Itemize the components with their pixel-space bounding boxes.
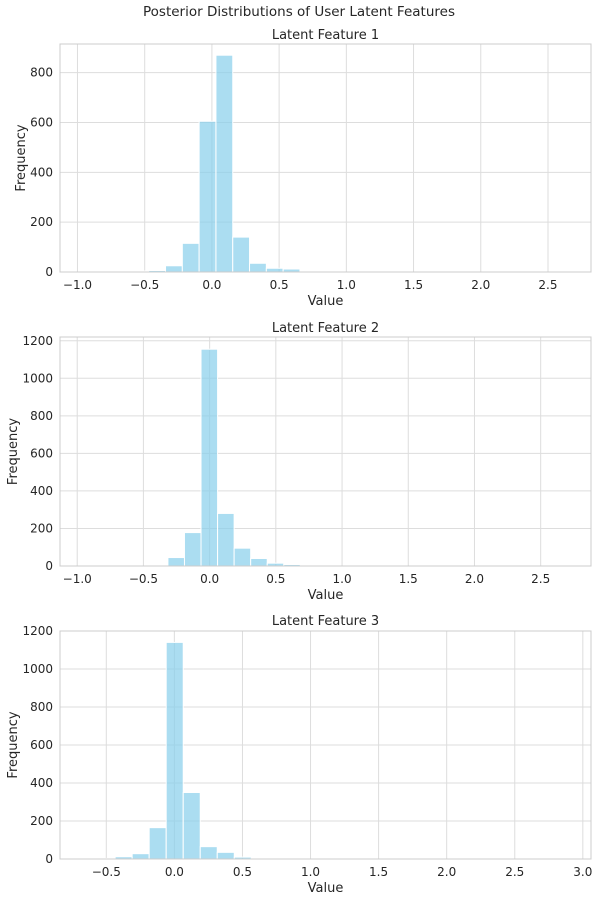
- x-tick-label: 1.0: [333, 572, 352, 586]
- y-tick-label: 600: [30, 738, 53, 752]
- histogram-bar: [165, 641, 184, 860]
- subplot-title: Latent Feature 2: [272, 321, 379, 336]
- plot-frame: [59, 43, 592, 273]
- y-tick-label: 600: [30, 446, 53, 460]
- x-tick-label: 1.5: [369, 865, 388, 879]
- histogram-bar: [199, 846, 218, 860]
- x-tick-label: −1.0: [63, 572, 92, 586]
- x-tick-label: 0.5: [270, 278, 289, 292]
- histogram-bar: [200, 348, 219, 567]
- x-tick-label: 0.0: [165, 865, 184, 879]
- y-tick-label: 0: [45, 265, 53, 279]
- y-tick-label: 400: [30, 484, 53, 498]
- x-tick-label: 1.0: [337, 278, 356, 292]
- x-tick-label: −0.5: [130, 278, 159, 292]
- histogram-bar: [131, 853, 150, 860]
- x-tick-label: 2.5: [531, 572, 550, 586]
- y-tick-label: 600: [30, 115, 53, 129]
- x-tick-label: −0.5: [92, 865, 121, 879]
- x-tick-label: 2.5: [505, 865, 524, 879]
- x-tick-label: 2.0: [465, 572, 484, 586]
- x-tick-label: 0.0: [200, 572, 219, 586]
- histogram-bar: [216, 851, 235, 860]
- histogram-bar: [167, 557, 185, 567]
- x-tick-label: 1.5: [404, 278, 423, 292]
- x-tick-label: 0.0: [202, 278, 221, 292]
- histogram-bar: [148, 827, 167, 860]
- histogram-bar: [265, 267, 284, 273]
- y-tick-label: 800: [30, 700, 53, 714]
- x-tick-label: 2.0: [471, 278, 490, 292]
- x-tick-label: 0.5: [233, 865, 252, 879]
- subplot-title: Latent Feature 3: [272, 614, 379, 629]
- y-tick-label: 800: [30, 409, 53, 423]
- plot-frame: [59, 336, 592, 567]
- y-tick-label: 1000: [22, 662, 53, 676]
- x-axis-label: Value: [308, 294, 344, 309]
- histogram-bar: [217, 512, 235, 567]
- histogram-bar: [232, 236, 251, 273]
- y-tick-label: 1200: [22, 334, 53, 348]
- x-tick-label: 2.0: [437, 865, 456, 879]
- histogram-bar: [198, 120, 217, 273]
- histogram-bar: [182, 792, 201, 860]
- y-tick-label: 800: [30, 66, 53, 80]
- x-tick-label: 2.5: [538, 278, 557, 292]
- y-tick-label: 1200: [22, 624, 53, 638]
- x-tick-label: 3.0: [573, 865, 592, 879]
- histogram-bar: [215, 54, 234, 273]
- y-axis-label: Frequency: [14, 124, 29, 191]
- histogram-bar: [181, 242, 200, 273]
- y-tick-label: 400: [30, 165, 53, 179]
- y-axis-label: Frequency: [6, 418, 21, 485]
- figure-suptitle: Posterior Distributions of User Latent F…: [143, 4, 455, 20]
- y-tick-label: 200: [30, 814, 53, 828]
- x-tick-label: 0.5: [266, 572, 285, 586]
- y-tick-label: 0: [45, 559, 53, 573]
- plot-frame: [59, 630, 592, 860]
- x-tick-label: −0.5: [129, 572, 158, 586]
- x-tick-label: 1.5: [399, 572, 418, 586]
- x-axis-label: Value: [308, 588, 344, 603]
- y-tick-label: 200: [30, 521, 53, 535]
- y-tick-label: 0: [45, 852, 53, 866]
- x-tick-label: 1.0: [301, 865, 320, 879]
- y-tick-label: 400: [30, 776, 53, 790]
- subplot-title: Latent Feature 1: [272, 28, 379, 43]
- histogram-bar: [249, 262, 267, 273]
- histogram-bar: [165, 265, 183, 273]
- y-axis-label: Frequency: [6, 711, 21, 778]
- histogram-bar: [250, 557, 268, 567]
- y-tick-label: 200: [30, 215, 53, 229]
- histogram-bar: [183, 532, 202, 567]
- x-axis-label: Value: [308, 881, 344, 896]
- histogram-bar: [233, 547, 252, 567]
- x-tick-label: −1.0: [63, 278, 92, 292]
- y-tick-label: 1000: [22, 371, 53, 385]
